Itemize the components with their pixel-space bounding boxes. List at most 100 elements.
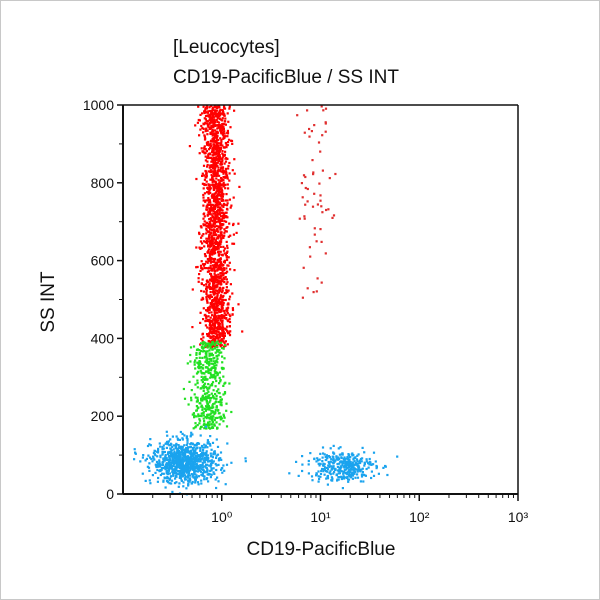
data-point — [212, 197, 216, 200]
data-point — [217, 314, 220, 317]
data-point — [169, 438, 172, 441]
data-point — [165, 457, 168, 460]
data-point — [209, 295, 212, 298]
data-point — [372, 463, 375, 466]
data-point — [219, 380, 222, 383]
data-point — [211, 425, 214, 428]
y-tick-label: 800 — [91, 175, 115, 191]
data-point — [190, 482, 194, 485]
data-point — [209, 321, 212, 324]
data-point — [184, 478, 187, 481]
data-point — [190, 389, 193, 392]
data-point — [216, 193, 219, 196]
data-point — [207, 199, 210, 202]
data-point — [171, 470, 174, 473]
data-point — [173, 482, 177, 485]
data-point — [205, 452, 208, 455]
population-2 — [133, 425, 247, 496]
data-point — [222, 330, 225, 333]
data-point — [213, 241, 216, 244]
data-point — [224, 276, 227, 279]
data-point — [224, 199, 228, 202]
data-point — [163, 459, 166, 462]
data-point — [232, 242, 236, 245]
data-point — [197, 483, 200, 486]
data-point — [354, 456, 357, 459]
data-point — [181, 456, 184, 459]
data-point — [195, 177, 198, 181]
data-point — [214, 300, 217, 303]
data-point — [222, 172, 225, 175]
data-point — [203, 267, 206, 270]
data-point — [329, 447, 332, 450]
data-point — [219, 396, 222, 399]
data-point — [220, 237, 223, 240]
data-point — [231, 313, 234, 316]
data-point — [225, 309, 228, 312]
data-point — [212, 234, 215, 237]
data-point — [141, 456, 144, 459]
data-point — [363, 461, 366, 464]
data-point — [213, 450, 216, 453]
data-point — [226, 199, 229, 202]
data-point — [207, 237, 210, 240]
data-point — [162, 444, 165, 447]
data-point — [207, 236, 211, 239]
data-point — [215, 237, 218, 240]
data-point — [304, 175, 307, 179]
data-point — [216, 120, 219, 123]
data-point — [201, 406, 204, 409]
data-point — [220, 467, 223, 470]
data-point — [312, 171, 315, 174]
data-point — [323, 463, 326, 466]
data-point — [195, 246, 198, 249]
data-point — [178, 438, 181, 441]
data-point — [372, 474, 376, 477]
data-point — [318, 477, 321, 481]
data-point — [167, 460, 171, 463]
data-point — [223, 132, 226, 135]
data-point — [205, 408, 208, 411]
data-point — [303, 131, 306, 134]
data-point — [215, 364, 218, 367]
data-point — [216, 275, 220, 279]
data-point — [190, 459, 193, 463]
data-point — [217, 300, 220, 303]
data-point — [202, 264, 206, 267]
data-point — [201, 172, 204, 175]
data-point — [208, 224, 212, 227]
data-point — [212, 244, 216, 247]
data-point — [199, 369, 202, 372]
data-point — [206, 286, 209, 289]
data-point — [357, 469, 360, 472]
data-point — [218, 268, 221, 271]
data-point — [210, 463, 213, 466]
data-point — [217, 206, 220, 209]
data-point — [206, 346, 209, 349]
data-point — [171, 435, 174, 438]
data-point — [215, 379, 218, 383]
data-point — [219, 125, 223, 128]
data-point — [215, 464, 218, 467]
data-point — [346, 478, 350, 481]
data-point — [218, 201, 221, 205]
data-point — [222, 176, 225, 179]
data-point — [213, 326, 216, 329]
data-point — [197, 118, 200, 122]
data-point — [187, 484, 190, 487]
data-point — [203, 146, 206, 149]
data-point — [168, 482, 171, 485]
data-point — [192, 473, 195, 476]
data-point — [203, 457, 206, 460]
data-point — [210, 126, 213, 129]
data-point — [221, 361, 224, 364]
data-point — [206, 357, 209, 360]
data-point — [328, 456, 332, 459]
data-point — [208, 340, 211, 343]
data-point — [226, 258, 229, 262]
data-point — [214, 409, 217, 412]
data-point — [204, 159, 207, 162]
data-point — [203, 398, 206, 401]
data-point — [211, 196, 214, 199]
data-point — [205, 292, 208, 296]
